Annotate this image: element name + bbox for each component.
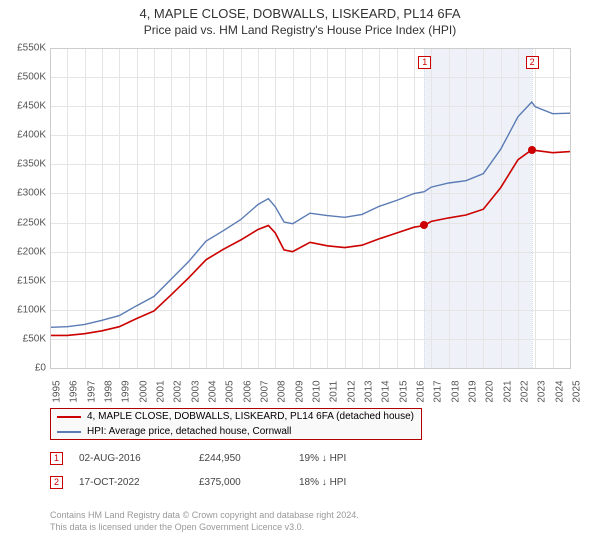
x-axis-label: 2025 <box>572 380 583 402</box>
page-subtitle: Price paid vs. HM Land Registry's House … <box>0 21 600 41</box>
x-axis-label: 1995 <box>52 380 63 402</box>
sale-marker: 1 <box>418 56 431 69</box>
sale-date: 17-OCT-2022 <box>79 477 199 488</box>
y-axis-label: £100K <box>10 304 46 315</box>
x-axis-label: 2021 <box>502 380 513 402</box>
x-axis-label: 2011 <box>329 381 340 403</box>
sale-row: 2 17-OCT-2022£375,00018% ↓ HPI <box>50 476 346 489</box>
sale-price: £244,950 <box>199 453 299 464</box>
x-axis-label: 2016 <box>416 380 427 402</box>
sale-delta: 18% ↓ HPI <box>299 477 346 488</box>
x-axis-label: 2003 <box>190 380 201 402</box>
legend-swatch <box>57 416 81 418</box>
chart-plot-area: 12 <box>50 48 570 368</box>
y-axis-label: £400K <box>10 130 46 141</box>
x-axis-label: 2005 <box>225 380 236 402</box>
x-axis-label: 1999 <box>121 380 132 402</box>
page-title: 4, MAPLE CLOSE, DOBWALLS, LISKEARD, PL14… <box>0 0 600 21</box>
gridline <box>50 368 570 369</box>
series-hpi <box>50 102 570 327</box>
legend-label: HPI: Average price, detached house, Corn… <box>87 426 291 437</box>
y-axis-label: £300K <box>10 188 46 199</box>
x-axis-label: 2012 <box>346 380 357 402</box>
sale-delta: 19% ↓ HPI <box>299 453 346 464</box>
y-axis-label: £0 <box>10 363 46 374</box>
sale-point <box>528 146 536 154</box>
chart-lines <box>50 48 570 368</box>
x-axis-label: 2007 <box>260 380 271 402</box>
chart-legend: 4, MAPLE CLOSE, DOBWALLS, LISKEARD, PL14… <box>50 408 422 440</box>
data-attribution: Contains HM Land Registry data © Crown c… <box>50 510 359 533</box>
x-axis-label: 2017 <box>433 380 444 402</box>
gridline <box>570 48 571 368</box>
y-axis-label: £50K <box>10 333 46 344</box>
x-axis-label: 2014 <box>381 380 392 402</box>
x-axis-label: 2022 <box>520 380 531 402</box>
x-axis-label: 1996 <box>69 380 80 402</box>
y-axis-label: £450K <box>10 101 46 112</box>
legend-swatch <box>57 431 81 433</box>
legend-item: 4, MAPLE CLOSE, DOBWALLS, LISKEARD, PL14… <box>51 409 421 424</box>
sale-row: 1 02-AUG-2016£244,95019% ↓ HPI <box>50 452 346 465</box>
sale-point <box>420 221 428 229</box>
y-axis-label: £200K <box>10 246 46 257</box>
sale-marker: 2 <box>50 476 63 489</box>
legend-label: 4, MAPLE CLOSE, DOBWALLS, LISKEARD, PL14… <box>87 411 414 422</box>
x-axis-label: 2013 <box>364 380 375 402</box>
x-axis-label: 2020 <box>485 380 496 402</box>
y-axis-label: £250K <box>10 217 46 228</box>
footnote-line: Contains HM Land Registry data © Crown c… <box>50 510 359 522</box>
x-axis-label: 2000 <box>138 380 149 402</box>
x-axis-label: 2004 <box>208 380 219 402</box>
x-axis-label: 2001 <box>156 380 167 402</box>
x-axis-label: 2023 <box>537 380 548 402</box>
sale-price: £375,000 <box>199 477 299 488</box>
series-property <box>50 150 570 336</box>
y-axis-label: £350K <box>10 159 46 170</box>
sale-date: 02-AUG-2016 <box>79 453 199 464</box>
y-axis-label: £550K <box>10 43 46 54</box>
x-axis-label: 2009 <box>294 380 305 402</box>
x-axis-label: 2019 <box>468 380 479 402</box>
x-axis-label: 2024 <box>554 380 565 402</box>
footnote-line: This data is licensed under the Open Gov… <box>50 522 359 534</box>
x-axis-label: 2006 <box>242 380 253 402</box>
x-axis-label: 2002 <box>173 380 184 402</box>
x-axis-label: 1997 <box>86 380 97 402</box>
legend-item: HPI: Average price, detached house, Corn… <box>51 424 421 439</box>
x-axis-label: 2010 <box>312 380 323 402</box>
x-axis-label: 1998 <box>104 380 115 402</box>
sale-marker: 2 <box>526 56 539 69</box>
x-axis-label: 2018 <box>450 380 461 402</box>
x-axis-label: 2015 <box>398 380 409 402</box>
sale-marker: 1 <box>50 452 63 465</box>
y-axis-label: £150K <box>10 275 46 286</box>
y-axis-label: £500K <box>10 72 46 83</box>
x-axis-label: 2008 <box>277 380 288 402</box>
